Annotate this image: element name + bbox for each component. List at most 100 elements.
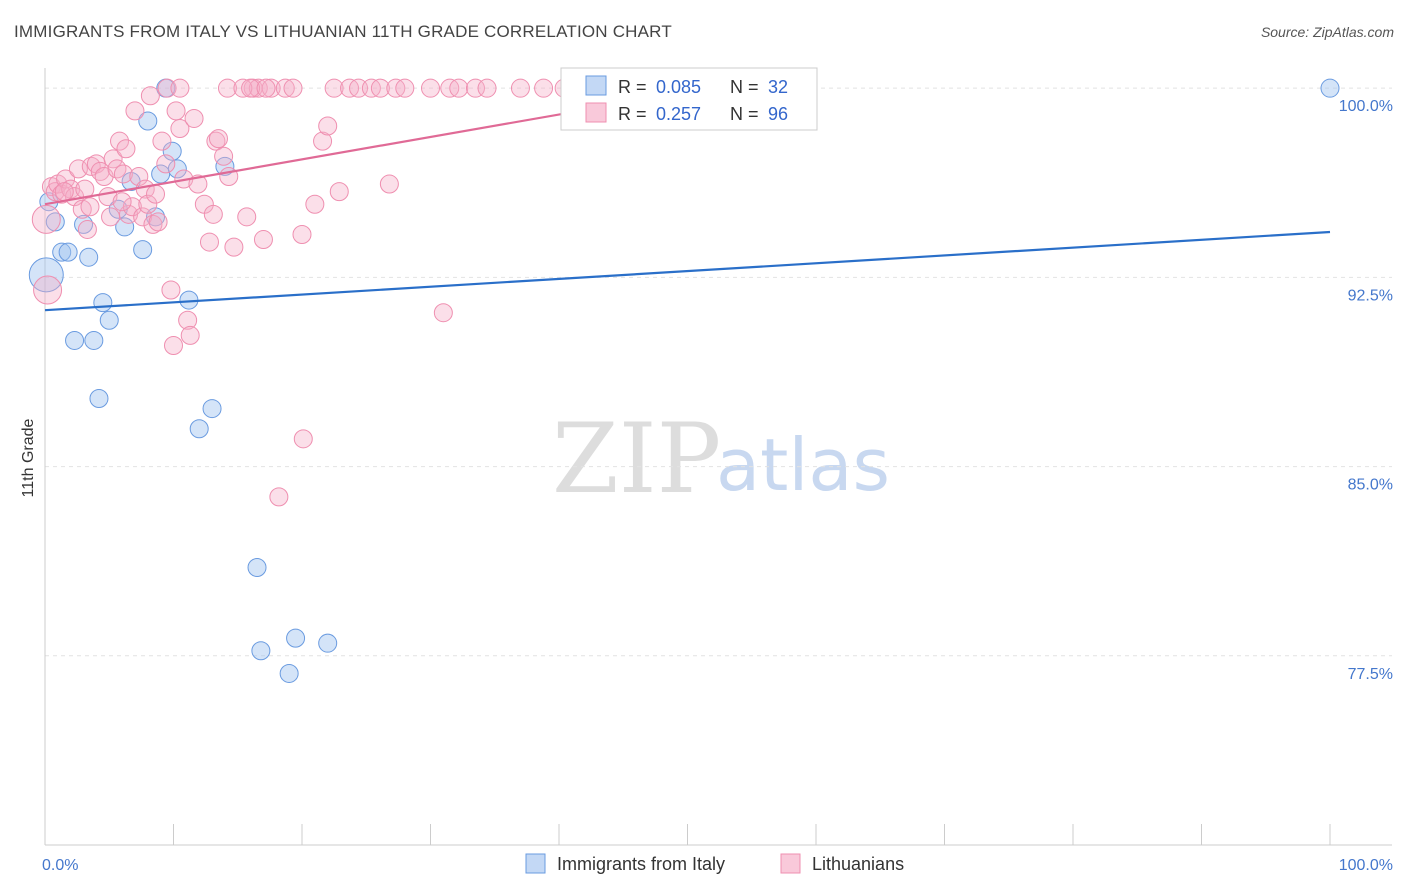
legend-n-value-lithuanians: 96 — [768, 104, 788, 124]
lithuanians-point — [208, 129, 228, 149]
lithuanians-point — [178, 310, 198, 330]
italy-point — [58, 242, 78, 262]
y-axis-label: 11th Grade — [20, 418, 37, 497]
lithuanians-point — [152, 131, 172, 151]
lithuanians-point — [148, 212, 168, 232]
lithuanians-point — [237, 207, 257, 227]
lithuanians-point — [534, 78, 554, 98]
lithuanians-point — [156, 154, 176, 174]
italy-point — [286, 628, 306, 648]
lithuanians-point — [54, 182, 74, 202]
lithuanians-point — [138, 194, 158, 214]
lithuanians-point — [324, 78, 344, 98]
italy-point — [318, 633, 338, 653]
grid-layer — [45, 87, 1392, 657]
italy-point — [93, 293, 113, 313]
lithuanians-point — [180, 325, 200, 345]
series-legend-swatch-lithuanians — [780, 853, 801, 874]
italy-point — [79, 247, 99, 267]
lithuanians-point — [233, 78, 253, 98]
lithuanians-point — [110, 131, 130, 151]
lithuanians-point — [261, 78, 281, 98]
italy-point — [84, 330, 104, 350]
lithuanians-point — [184, 108, 204, 128]
axis-layer: 77.5% 85.0% 92.5% 100.0% 0.0% 100.0% — [42, 68, 1393, 874]
italy-point — [167, 159, 187, 179]
italy-point — [28, 257, 64, 293]
lithuanians-point — [217, 78, 237, 98]
italy-point — [279, 663, 299, 683]
lithuanians-point — [275, 78, 295, 98]
watermark-atlas: atlas — [716, 423, 890, 507]
lithuanians-point — [81, 156, 101, 176]
legend-n-label-lithuanians: N = — [730, 104, 759, 124]
lithuanians-point — [113, 164, 133, 184]
lithuanians-point — [133, 207, 153, 227]
lithuanians-point — [199, 232, 219, 252]
lithuanians-point — [292, 225, 312, 244]
watermark-zip: ZIP — [552, 403, 721, 515]
points-layer — [28, 78, 1340, 683]
lithuanians-point — [31, 204, 61, 234]
lithuanians-point — [313, 131, 333, 151]
y-tick-label: 92.5% — [1348, 287, 1393, 304]
lithuanians-point — [329, 182, 349, 202]
legend-n-label-italy: N = — [730, 77, 759, 97]
italy-point — [202, 399, 222, 419]
italy-point — [52, 242, 72, 262]
italy-trend-line — [44, 230, 1331, 312]
lithuanians-point — [283, 78, 303, 98]
italy-point — [162, 141, 182, 161]
lithuanians-point — [293, 429, 313, 449]
lithuanians-point — [256, 78, 276, 98]
series-legend: Immigrants from Italy Lithuanians — [525, 853, 904, 874]
lithuanians-point — [101, 207, 121, 227]
lithuanians-point — [170, 119, 190, 139]
lithuanians-point — [241, 78, 261, 98]
lithuanians-point — [122, 197, 142, 217]
legend-r-value-lithuanians: 0.257 — [656, 104, 701, 124]
lithuanians-point — [170, 78, 190, 98]
legend-r-label-italy: R = — [618, 77, 647, 97]
series-legend-label-lithuanians: Lithuanians — [812, 854, 904, 874]
italy-point — [138, 111, 158, 131]
lithuanians-point — [103, 149, 123, 169]
italy-point — [133, 240, 153, 260]
lithuanians-point — [477, 78, 497, 98]
lithuanians-point — [80, 197, 100, 217]
lithuanians-point — [269, 487, 289, 507]
lithuanians-trend-line — [44, 102, 624, 206]
lithuanians-point — [224, 237, 244, 257]
lithuanians-point — [72, 199, 92, 219]
lithuanians-point — [510, 78, 530, 98]
italy-point — [89, 388, 109, 408]
legend-swatch-italy — [585, 75, 607, 96]
legend-swatch-lithuanians — [585, 102, 607, 123]
lithuanians-point — [253, 230, 273, 250]
lithuanians-point — [143, 214, 163, 234]
y-tick-label: 85.0% — [1348, 477, 1393, 494]
x-tick-label: 0.0% — [42, 857, 78, 874]
legend-r-label-lithuanians: R = — [618, 104, 647, 124]
lithuanians-point — [140, 86, 160, 106]
italy-point — [189, 419, 209, 439]
lithuanians-point — [116, 139, 136, 159]
lithuanians-point — [318, 116, 338, 136]
lithuanians-point — [379, 174, 399, 194]
y-tick-label: 100.0% — [1339, 98, 1393, 115]
italy-point — [115, 217, 135, 237]
lithuanians-point — [166, 101, 186, 121]
series-legend-swatch-italy — [525, 853, 546, 874]
lithuanians-point — [77, 219, 97, 239]
stats-legend: R = 0.085 N = 32 R = 0.257 N = 96 — [560, 67, 818, 131]
legend-n-value-italy: 32 — [768, 77, 788, 97]
lithuanians-point — [164, 336, 183, 355]
lithuanians-point — [421, 78, 440, 98]
lithuanians-point — [370, 78, 390, 98]
lithuanians-point — [90, 161, 110, 181]
series-legend-label-italy: Immigrants from Italy — [557, 854, 725, 874]
lithuanians-point — [206, 131, 226, 151]
lithuanians-point — [146, 184, 166, 204]
lithuanians-point — [214, 146, 234, 166]
